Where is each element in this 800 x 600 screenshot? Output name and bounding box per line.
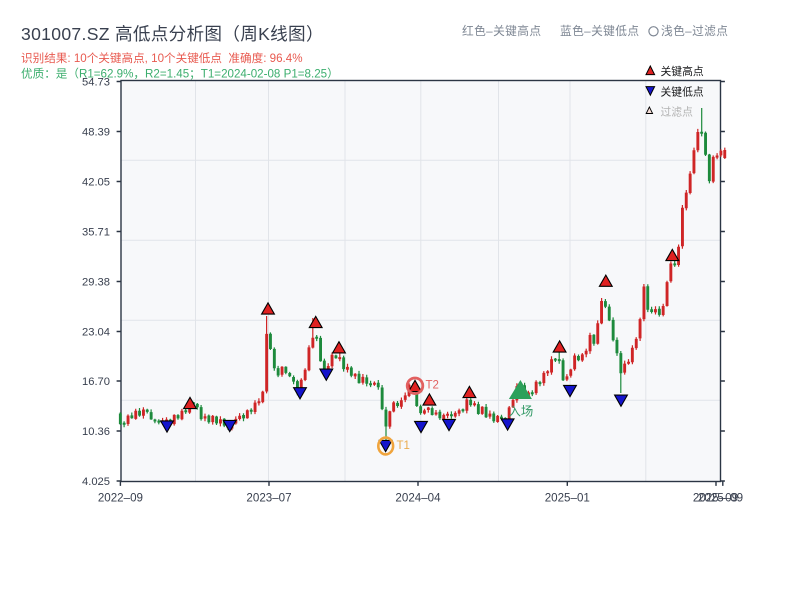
svg-text:2025–09: 2025–09 [698, 491, 743, 504]
svg-text:42.05: 42.05 [82, 176, 110, 188]
svg-text:29.38: 29.38 [82, 276, 110, 288]
svg-text:2022–09: 2022–09 [98, 491, 143, 504]
svg-text:T2: T2 [426, 380, 439, 392]
svg-text:T1: T1 [397, 440, 410, 452]
svg-text:301007.SZ 高低点分析图（周K线图）: 301007.SZ 高低点分析图（周K线图） [21, 24, 324, 44]
svg-text:优质：是（R1=62.9%，R2=1.45；T1=2024-: 优质：是（R1=62.9%，R2=1.45；T1=2024-02-08 P1=8… [21, 67, 339, 81]
svg-text:红色–关键高点: 红色–关键高点 [462, 24, 541, 38]
svg-text:蓝色–关键低点: 蓝色–关键低点 [560, 24, 639, 38]
svg-text:10.36: 10.36 [82, 426, 110, 438]
svg-text:2025–01: 2025–01 [545, 491, 590, 504]
svg-text:浅色–过滤点: 浅色–过滤点 [661, 24, 728, 38]
svg-text:关键高点: 关键高点 [661, 64, 704, 78]
svg-text:过滤点: 过滤点 [661, 106, 694, 119]
svg-text:4.025: 4.025 [82, 476, 110, 488]
svg-text:16.70: 16.70 [82, 376, 110, 388]
svg-text:48.39: 48.39 [82, 126, 110, 138]
svg-text:2024–04: 2024–04 [395, 491, 441, 504]
svg-text:识别结果: 10个关键高点, 10个关键低点 准确度: 9: 识别结果: 10个关键高点, 10个关键低点 准确度: 96.4% [21, 51, 303, 65]
svg-text:35.71: 35.71 [82, 226, 110, 238]
svg-text:关键低点: 关键低点 [661, 85, 704, 99]
svg-text:2025–09: 2025–09 [693, 491, 738, 504]
svg-text:2023–07: 2023–07 [246, 491, 291, 504]
svg-text:23.04: 23.04 [82, 326, 110, 338]
svg-text:入场: 入场 [509, 405, 534, 419]
svg-text:54.73: 54.73 [82, 76, 110, 88]
